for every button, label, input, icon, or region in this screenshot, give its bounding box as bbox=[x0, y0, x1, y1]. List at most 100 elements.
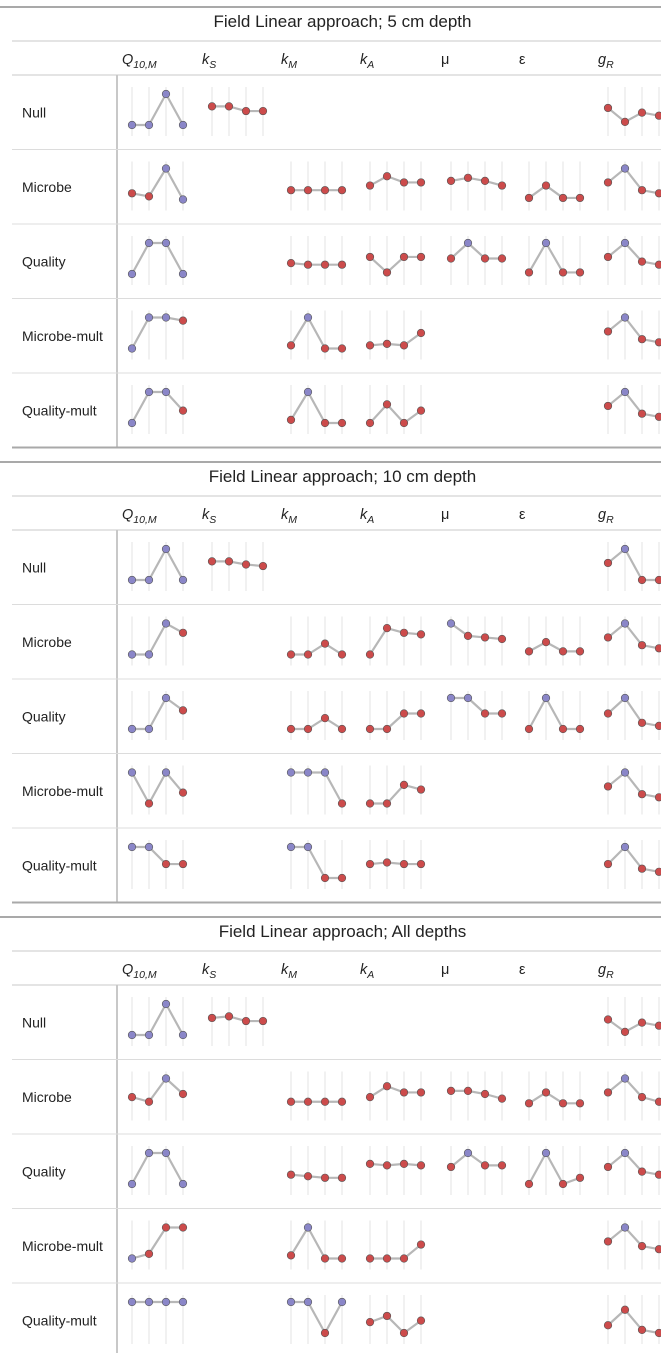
sparkline-6 bbox=[603, 1146, 661, 1195]
series-line bbox=[132, 547, 184, 582]
data-point bbox=[286, 842, 296, 852]
data-point bbox=[144, 1297, 154, 1307]
data-point bbox=[497, 254, 507, 263]
data-point bbox=[127, 418, 137, 428]
data-point bbox=[286, 1097, 296, 1106]
data-point bbox=[127, 344, 137, 353]
data-point bbox=[382, 1082, 392, 1091]
data-point bbox=[620, 387, 630, 397]
data-point bbox=[320, 714, 330, 723]
data-point bbox=[320, 418, 330, 428]
data-point bbox=[144, 842, 154, 852]
row-label: Null bbox=[22, 559, 46, 575]
column-header-subscript: S bbox=[209, 514, 216, 526]
data-point bbox=[399, 628, 409, 637]
sparkline-6 bbox=[603, 310, 661, 360]
data-point bbox=[144, 192, 154, 201]
data-point bbox=[446, 693, 456, 703]
data-point bbox=[620, 842, 630, 852]
data-point bbox=[303, 1223, 313, 1232]
data-point bbox=[463, 238, 473, 248]
data-point bbox=[144, 313, 154, 322]
data-point bbox=[320, 1097, 330, 1106]
data-point bbox=[127, 1179, 137, 1189]
data-point bbox=[654, 575, 661, 585]
series-line bbox=[131, 241, 184, 275]
data-point bbox=[144, 724, 154, 734]
data-point bbox=[144, 1030, 154, 1040]
data-point bbox=[161, 1223, 171, 1232]
data-point bbox=[416, 630, 426, 639]
sparkline-0 bbox=[127, 765, 188, 815]
column-header-subscript: S bbox=[209, 969, 216, 981]
sparkline-0 bbox=[127, 161, 188, 211]
panel-2: Field Linear approach; All depths Q10,M kS… bbox=[0, 916, 661, 1353]
data-point bbox=[178, 1089, 188, 1099]
sparkline-1 bbox=[207, 997, 268, 1046]
sparkline-4 bbox=[446, 616, 507, 666]
data-point bbox=[178, 628, 188, 637]
sparkline-3 bbox=[365, 385, 426, 434]
row-label: Microbe-mult bbox=[22, 1238, 103, 1254]
column-header-6: gR bbox=[598, 507, 614, 526]
sparkline-3 bbox=[365, 1295, 426, 1344]
data-point bbox=[337, 260, 347, 269]
data-point bbox=[320, 186, 330, 195]
series-line bbox=[132, 92, 184, 127]
column-header-subscript: A bbox=[366, 969, 374, 981]
data-point bbox=[399, 1328, 409, 1338]
data-point bbox=[541, 1088, 551, 1097]
series-line bbox=[528, 1091, 580, 1105]
data-point bbox=[399, 418, 409, 428]
data-point bbox=[337, 799, 347, 808]
sparkline-0 bbox=[127, 691, 188, 740]
data-point bbox=[303, 387, 313, 397]
data-point bbox=[637, 864, 647, 873]
data-point bbox=[178, 269, 188, 279]
data-point bbox=[463, 173, 473, 182]
data-point bbox=[337, 724, 347, 734]
data-point bbox=[416, 328, 426, 338]
series-line bbox=[290, 316, 342, 350]
data-point bbox=[303, 724, 313, 734]
series-line bbox=[291, 1300, 343, 1335]
column-header-subscript: 10,M bbox=[133, 59, 157, 71]
data-point bbox=[207, 102, 217, 111]
data-point bbox=[365, 341, 375, 350]
data-point bbox=[480, 709, 490, 718]
data-point bbox=[558, 1099, 568, 1108]
data-point bbox=[382, 339, 392, 348]
data-point bbox=[603, 401, 613, 411]
column-header-subscript: R bbox=[606, 969, 614, 981]
series-line bbox=[369, 627, 422, 656]
data-point bbox=[620, 1027, 630, 1036]
data-point bbox=[480, 254, 490, 263]
data-point bbox=[337, 418, 347, 428]
data-point bbox=[127, 120, 137, 130]
data-point bbox=[620, 619, 630, 628]
data-point bbox=[127, 842, 137, 852]
sparkline-1 bbox=[207, 87, 268, 136]
data-point bbox=[286, 724, 296, 734]
data-point bbox=[603, 327, 613, 336]
sparkline-6 bbox=[603, 997, 661, 1046]
data-point bbox=[497, 709, 507, 718]
data-point bbox=[637, 409, 647, 418]
series-line bbox=[369, 1314, 422, 1335]
data-point bbox=[603, 1237, 613, 1246]
data-point bbox=[654, 1245, 661, 1254]
column-header-subscript: M bbox=[288, 514, 297, 526]
data-point bbox=[286, 341, 296, 350]
row-label: Microbe-mult bbox=[22, 328, 103, 344]
data-point bbox=[446, 619, 456, 628]
sparkline-6 bbox=[603, 385, 661, 434]
row-microbe: Microbe bbox=[12, 616, 661, 680]
data-point bbox=[637, 108, 647, 117]
row-label: Quality bbox=[22, 1163, 66, 1179]
row-quality-mult: Quality-mult bbox=[22, 385, 661, 434]
sparkline-3 bbox=[365, 310, 426, 360]
sparkline-0 bbox=[127, 1071, 188, 1121]
column-header-subscript: 10,M bbox=[133, 969, 157, 981]
column-header-subscript: M bbox=[288, 969, 297, 981]
data-point bbox=[637, 1018, 647, 1027]
